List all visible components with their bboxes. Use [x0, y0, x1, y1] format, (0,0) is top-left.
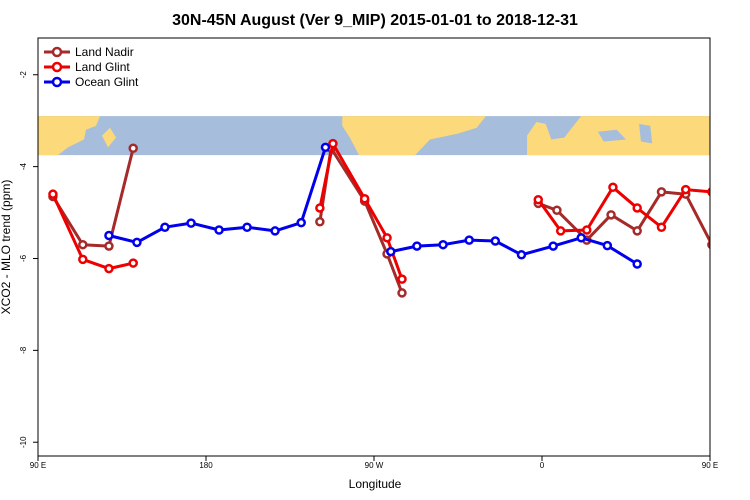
data-point [104, 230, 114, 241]
data-point [397, 274, 407, 284]
data-point [78, 254, 88, 265]
data-point [680, 184, 691, 195]
legend-label: Land Glint [75, 60, 130, 74]
data-point [48, 189, 58, 199]
series-line [738, 223, 750, 242]
data-point [656, 187, 667, 197]
x-tick-label: 90 W [365, 461, 384, 470]
y-tick-label: -4 [19, 163, 28, 171]
x-axis: 90 E 180 90 W 0 90 E [30, 456, 718, 470]
data-point [315, 216, 325, 227]
data-point [186, 218, 196, 228]
data-point [606, 210, 616, 220]
data-point [735, 243, 742, 250]
data-point [386, 246, 396, 257]
data-point [78, 239, 88, 250]
data-point [707, 240, 710, 250]
data-point [328, 138, 338, 149]
ocean-pacific-east [710, 116, 750, 155]
data-point [516, 250, 527, 260]
land-asia-east [710, 116, 750, 155]
data-point [533, 194, 544, 205]
world-map-band [38, 116, 750, 156]
y-axis-label: XCO2 - MLO trend (ppm) [0, 180, 13, 315]
data-point [608, 182, 618, 193]
data-point [270, 226, 280, 236]
x-tick-label: 90 E [702, 461, 718, 470]
x-tick-label: 90 E [30, 461, 46, 470]
data-point [490, 236, 501, 246]
data-point [632, 203, 642, 213]
data-point [412, 241, 422, 251]
legend-label: Ocean Glint [75, 75, 139, 89]
data-point [707, 187, 710, 197]
data-point [602, 240, 613, 251]
data-point [104, 241, 114, 251]
x-axis-label: Longitude [349, 477, 402, 491]
x-tick-label: 180 [199, 461, 213, 470]
data-point [438, 239, 448, 250]
y-tick-label: -10 [19, 436, 28, 448]
series-line [51, 193, 134, 271]
series-land-glint [48, 138, 742, 284]
sea-caspian [639, 123, 653, 144]
data-point [582, 225, 592, 235]
data-point [132, 237, 142, 248]
data-point [632, 259, 642, 269]
map-land [38, 116, 750, 156]
y-tick-label: -2 [19, 71, 28, 79]
series-ocean-glint [104, 142, 750, 269]
data-point [735, 232, 742, 239]
data-point [548, 241, 558, 251]
data-point [576, 233, 586, 243]
series-line [537, 190, 710, 245]
x-tick-label: 0 [540, 461, 545, 470]
y-tick-label: -8 [19, 346, 28, 354]
data-point [128, 258, 138, 268]
data-point [160, 222, 170, 232]
land-north-america [342, 116, 486, 156]
data-point [397, 288, 407, 298]
data-point [104, 263, 114, 274]
data-point [552, 205, 562, 216]
data-point [464, 235, 474, 245]
series-line [51, 147, 135, 248]
series-line [537, 185, 710, 233]
data-point [315, 203, 325, 213]
legend-marker [51, 76, 63, 88]
y-axis: -2 -4 -6 -8 -10 [19, 71, 38, 448]
series-layer [48, 138, 750, 298]
data-point [359, 194, 370, 204]
series-line [390, 236, 638, 266]
chart-title: 30N-45N August (Ver 9_MIP) 2015-01-01 to… [172, 12, 578, 29]
data-point [320, 142, 331, 153]
data-point [735, 256, 742, 263]
series-line [318, 146, 404, 294]
data-point [656, 222, 667, 232]
data-point [128, 143, 138, 153]
data-point [382, 233, 392, 243]
land-asia-west [38, 116, 100, 156]
data-point [296, 217, 306, 228]
sea-mediterranean [598, 129, 626, 142]
legend-marker [51, 61, 63, 73]
y-tick-label: -6 [19, 254, 28, 262]
land-japan-west [102, 127, 116, 148]
data-point [555, 226, 566, 236]
legend-label: Land Nadir [75, 45, 134, 59]
data-point [214, 225, 224, 235]
legend-marker [51, 46, 63, 58]
data-point [242, 222, 252, 232]
data-point [632, 226, 642, 236]
